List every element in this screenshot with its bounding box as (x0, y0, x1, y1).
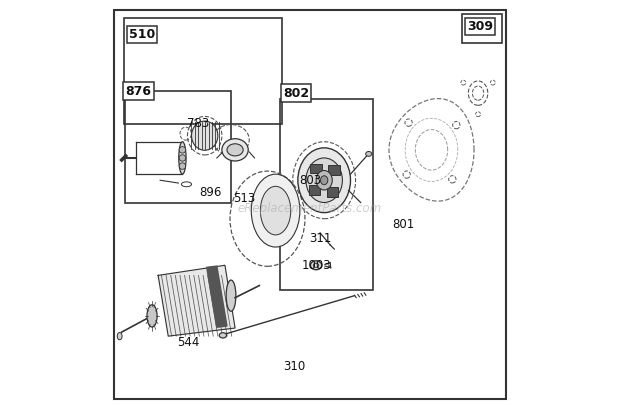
Ellipse shape (219, 333, 226, 338)
Text: 803: 803 (299, 174, 321, 187)
Ellipse shape (192, 121, 218, 150)
Text: 309: 309 (467, 20, 493, 33)
Ellipse shape (251, 174, 300, 247)
Text: 1003: 1003 (301, 259, 331, 272)
Ellipse shape (226, 280, 236, 311)
Text: 896: 896 (200, 186, 222, 199)
FancyBboxPatch shape (309, 185, 320, 195)
Ellipse shape (298, 148, 350, 213)
Ellipse shape (316, 171, 332, 190)
Ellipse shape (222, 139, 248, 161)
Text: 876: 876 (126, 85, 152, 98)
Polygon shape (206, 266, 227, 327)
Circle shape (179, 147, 185, 153)
Polygon shape (158, 265, 235, 336)
Text: eReplacementParts.com: eReplacementParts.com (238, 202, 382, 215)
Text: 544: 544 (177, 336, 200, 349)
Text: 510: 510 (129, 28, 155, 41)
FancyBboxPatch shape (310, 164, 322, 173)
Bar (125, 91, 231, 202)
Text: 783: 783 (187, 117, 210, 130)
Ellipse shape (366, 151, 372, 156)
Ellipse shape (179, 142, 186, 174)
Ellipse shape (306, 158, 342, 202)
Text: 513: 513 (233, 192, 255, 205)
Bar (124, 18, 281, 124)
Text: 801: 801 (392, 218, 414, 231)
Ellipse shape (314, 263, 319, 267)
Text: 802: 802 (283, 87, 309, 100)
Circle shape (179, 163, 185, 169)
Ellipse shape (321, 176, 328, 185)
Text: 311: 311 (309, 232, 331, 245)
Circle shape (179, 155, 185, 161)
Ellipse shape (311, 261, 322, 270)
Bar (462, 14, 502, 43)
Bar (280, 99, 373, 290)
Ellipse shape (260, 186, 291, 235)
FancyBboxPatch shape (327, 187, 338, 197)
FancyBboxPatch shape (329, 166, 340, 175)
Ellipse shape (147, 305, 157, 327)
Ellipse shape (117, 333, 122, 340)
Ellipse shape (227, 144, 243, 156)
Text: 310: 310 (283, 360, 305, 373)
